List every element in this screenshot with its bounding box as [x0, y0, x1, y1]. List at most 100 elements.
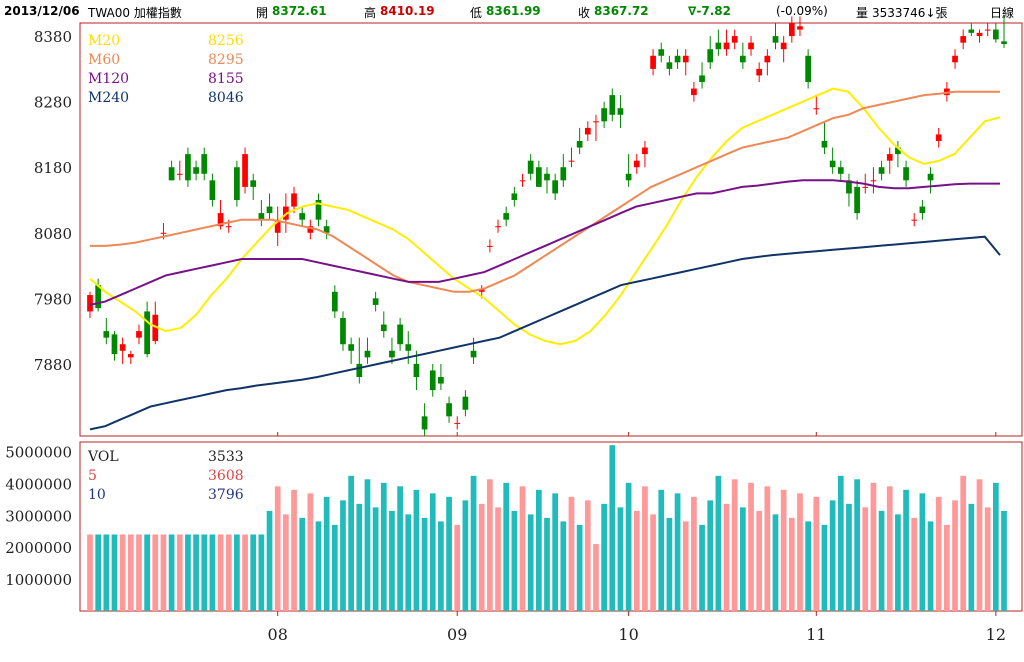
volume-bar: [95, 534, 102, 611]
volume-bar: [258, 534, 265, 611]
candle-body: [666, 62, 673, 69]
symbol-name: TWA00 加權指數: [88, 6, 182, 20]
low-label: 低: [470, 6, 483, 20]
candle-body: [601, 108, 607, 122]
volume-bar: [234, 534, 240, 611]
volume-bar: [527, 514, 534, 611]
candle-body: [446, 403, 452, 417]
volume-bar: [772, 514, 779, 611]
candle-body: [225, 226, 232, 228]
volume-bar: [340, 500, 346, 611]
candle-body: [625, 173, 632, 181]
volume-bar: [992, 482, 999, 611]
volume-bar: [519, 486, 526, 611]
candle-body: [87, 295, 93, 312]
candle-body: [829, 160, 836, 168]
candle-body: [372, 298, 379, 305]
candle-body: [291, 193, 297, 207]
volume-bar: [315, 521, 322, 611]
volume-bar: [935, 496, 942, 611]
candle-body: [470, 350, 477, 358]
candle-body: [568, 160, 575, 162]
candle-body: [731, 36, 738, 43]
candle-body: [266, 206, 273, 214]
candle-body: [992, 29, 999, 40]
candle-body: [1001, 41, 1007, 44]
candle-body: [274, 219, 281, 233]
candle-body: [935, 134, 942, 141]
candle-body: [715, 42, 722, 50]
volume-bar: [552, 493, 559, 611]
open-label: 開: [256, 6, 269, 20]
candle-body: [380, 324, 387, 332]
volume-bar: [446, 496, 452, 611]
change-percent: (-0.09%): [776, 4, 828, 18]
volume-bar: [299, 517, 306, 611]
volume-bar: [674, 493, 681, 611]
volume-bar: [748, 482, 754, 611]
candle-body: [168, 167, 175, 181]
candle-body: [617, 108, 624, 115]
candle-body: [389, 350, 395, 358]
volume-tick-label: 1000000: [5, 571, 72, 589]
candle-body: [503, 213, 510, 220]
candle-body: [780, 42, 787, 50]
legend-value-m20: 8256: [208, 33, 244, 49]
candle-body: [772, 36, 779, 43]
candle-body: [707, 49, 714, 63]
price-plot: [87, 16, 1007, 436]
candle-body: [805, 55, 811, 82]
x-tick-label: 11: [806, 625, 826, 644]
volume-bar: [715, 475, 722, 611]
volume-bar: [650, 514, 656, 611]
candle-body: [348, 344, 354, 351]
candle-body: [307, 226, 314, 233]
volume-bar: [193, 534, 199, 611]
volume-bar: [568, 496, 575, 611]
legend-value-m60: 8295: [208, 52, 244, 68]
volume-bar: [495, 507, 501, 611]
volume-bar: [185, 534, 191, 611]
volume-bar: [780, 489, 787, 611]
candle-body: [584, 127, 591, 135]
candle-body: [927, 173, 934, 181]
candle-body: [111, 334, 118, 355]
volume-label: 量: [856, 6, 869, 20]
candle-body: [209, 180, 216, 200]
candle-body: [886, 154, 893, 161]
candle-body: [487, 245, 493, 247]
volume-bar: [829, 500, 836, 611]
volume-bar: [837, 475, 844, 611]
change-value: ∇-7.82: [688, 4, 731, 18]
volume-legend-label: 10: [88, 487, 106, 503]
close-label: 收: [578, 6, 591, 20]
volume-bar: [291, 489, 297, 611]
volume-bar: [821, 524, 828, 611]
volume-bar: [756, 510, 763, 611]
volume-bar: [560, 521, 567, 611]
volume-bar: [544, 517, 550, 611]
candle-body: [193, 167, 199, 174]
volume-bar: [225, 534, 232, 611]
candle-body: [878, 167, 885, 174]
volume-bar: [405, 514, 412, 611]
period-label[interactable]: 日線: [990, 6, 1015, 20]
volume-bar: [470, 475, 477, 611]
candle-body: [127, 354, 134, 358]
legend-label-m20: M20: [88, 33, 120, 49]
volume-bar: [723, 503, 730, 611]
volume-bar: [168, 534, 175, 611]
volume-bar: [511, 510, 518, 611]
volume-bar: [601, 503, 607, 611]
candle-body: [429, 370, 436, 391]
volume-tick-label: 5000000: [5, 444, 72, 462]
volume-bar: [397, 486, 403, 611]
candle-body: [895, 147, 901, 155]
volume-bar: [576, 524, 583, 611]
candle-body: [862, 186, 869, 188]
volume-bar: [535, 489, 542, 611]
volume-bar: [886, 486, 893, 611]
candle-body: [682, 55, 689, 63]
candle-body: [356, 363, 363, 377]
